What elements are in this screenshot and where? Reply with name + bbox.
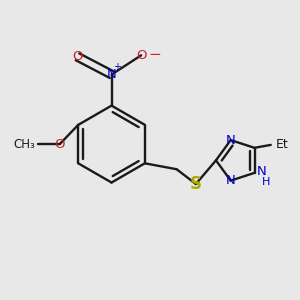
Text: Et: Et [276, 138, 289, 152]
Text: −: − [149, 46, 162, 62]
Text: O: O [136, 49, 146, 62]
Text: CH₃: CH₃ [14, 138, 35, 151]
Text: N: N [226, 134, 236, 147]
Text: +: + [113, 62, 121, 72]
Text: N: N [107, 68, 116, 81]
Text: O: O [72, 50, 83, 63]
Text: O: O [55, 138, 65, 151]
Text: N: N [226, 174, 236, 187]
Text: S: S [190, 175, 202, 193]
Text: H: H [262, 177, 271, 187]
Text: N: N [256, 165, 266, 178]
